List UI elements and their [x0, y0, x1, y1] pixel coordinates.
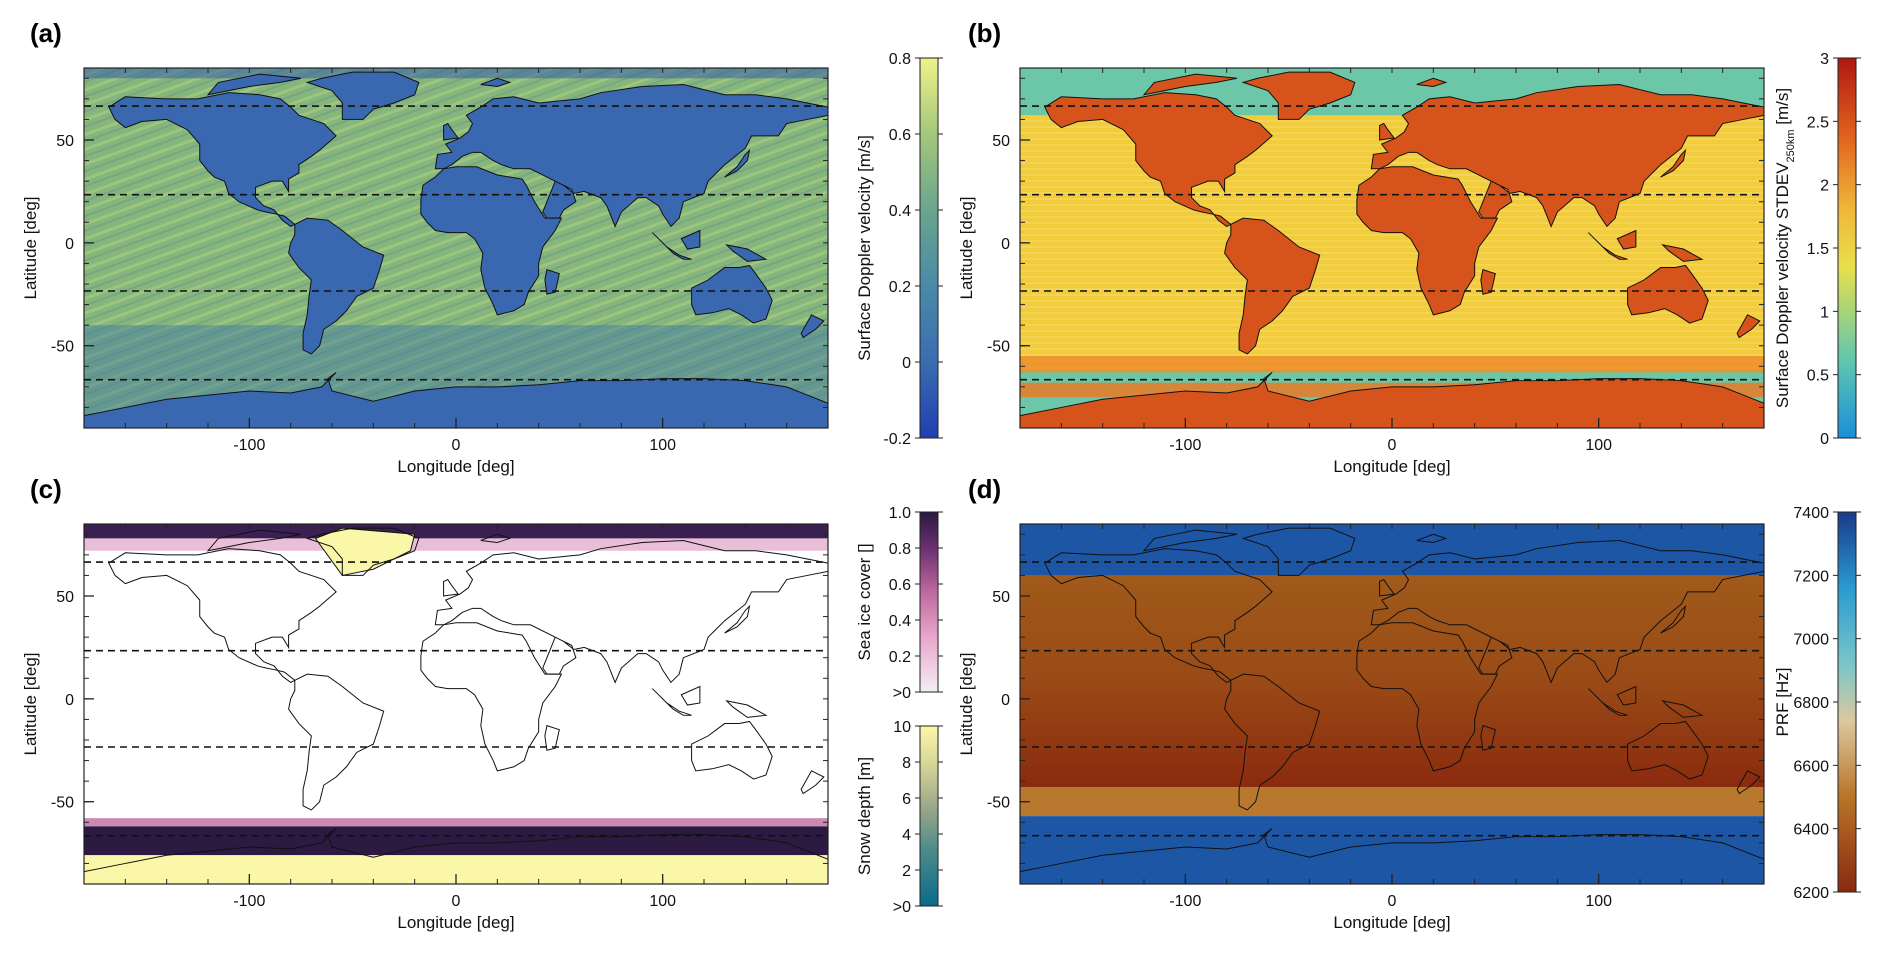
- colorbar-label-b: Surface Doppler velocity STDEV250km [m/s…: [1773, 88, 1797, 408]
- colorbar-label-snow-depth: Snow depth [m]: [855, 757, 874, 875]
- y-tick-label-a: 0: [65, 236, 74, 253]
- colorbar-tick-label-c-ice: 0.6: [889, 577, 911, 594]
- panel-label-c: (c): [30, 474, 62, 504]
- prf-band-3: [1020, 816, 1764, 884]
- colorbar-tick-label-d: 7000: [1793, 632, 1829, 649]
- x-tick-label-a: 0: [452, 437, 461, 454]
- x-tick-label-c: 0: [452, 893, 461, 910]
- y-tick-label-b: -50: [987, 339, 1010, 356]
- y-tick-label-d: -50: [987, 795, 1010, 812]
- colorbar-b: [1837, 57, 1857, 439]
- colorbar-tick-label-c-snow: >0: [893, 899, 911, 916]
- y-tick-label-c: 50: [56, 589, 74, 606]
- colorbar-tick-label-c-snow: 6: [902, 791, 911, 808]
- colorbar-tick-label-c-ice: 0.8: [889, 541, 911, 558]
- y-axis-label-b: Latitude [deg]: [957, 196, 976, 299]
- x-tick-label-d: -100: [1169, 893, 1201, 910]
- y-tick-label-a: -50: [51, 339, 74, 356]
- panel-d: -100 0 100 50 0 -50 Longitude [deg] Latitude [d…: [957, 474, 1861, 932]
- colorbar-c-ice: [919, 511, 939, 693]
- colorbar-tick-label-b: 0.5: [1807, 368, 1829, 385]
- x-tick-label-a: 100: [649, 437, 676, 454]
- map-a: [84, 68, 828, 428]
- colorbar-tick-label-a: 0.6: [889, 127, 911, 144]
- y-tick-label-d: 0: [1001, 692, 1010, 709]
- colorbar-tick-label-a: 0: [902, 355, 911, 372]
- panel-b: -100 0 100 50 0 -50 Longitude [deg] Latitude [d…: [957, 18, 1861, 476]
- colorbar-a: [919, 57, 939, 439]
- greenland-snow-c: [314, 527, 416, 576]
- colorbar-tick-label-c-snow: 8: [902, 755, 911, 772]
- colorbar-tick-label-d: 7200: [1793, 568, 1829, 585]
- x-tick-label-b: -100: [1169, 437, 1201, 454]
- colorbar-tick-label-a: 0.4: [889, 203, 911, 220]
- arctic-sea-ice-c: [84, 524, 828, 539]
- x-tick-label-c: 100: [649, 893, 676, 910]
- southern-orange-band-b: [1020, 356, 1764, 373]
- panel-a: -100 0 100 50 0 -50 Longitude [deg] Latitude [d…: [21, 18, 943, 476]
- map-d: [1020, 524, 1764, 884]
- prf-band-1: [1020, 575, 1764, 788]
- southern-sea-ice-c: [84, 826, 828, 856]
- y-tick-label-b: 50: [992, 133, 1010, 150]
- colorbar-label-sea-ice: Sea ice cover []: [855, 543, 874, 660]
- southern-ice-edge-c: [84, 818, 828, 827]
- y-tick-label-c: -50: [51, 795, 74, 812]
- x-tick-label-b: 0: [1388, 437, 1397, 454]
- panel-label-a: (a): [30, 18, 62, 48]
- x-tick-label-b: 100: [1585, 437, 1612, 454]
- y-axis-label-c: Latitude [deg]: [21, 652, 40, 755]
- colorbar-tick-label-d: 7400: [1793, 505, 1829, 522]
- prf-band-2: [1020, 787, 1764, 817]
- colorbar-tick-label-c-ice: 1.0: [889, 505, 911, 522]
- colorbar-c-snow: [919, 725, 939, 907]
- colorbar-tick-label-b: 1.5: [1807, 241, 1829, 258]
- colorbar-tick-label-b: 3: [1820, 51, 1829, 68]
- map-c: [84, 524, 828, 884]
- y-axis-label-a: Latitude [deg]: [21, 196, 40, 299]
- colorbar-tick-label-b: 0: [1820, 431, 1829, 448]
- x-axis-label-b: Longitude [deg]: [1333, 457, 1450, 476]
- colorbar-label-a: Surface Doppler velocity [m/s]: [855, 135, 874, 361]
- northern-band-a: [84, 68, 828, 79]
- prf-band-0: [1020, 524, 1764, 576]
- y-tick-label-c: 0: [65, 692, 74, 709]
- y-tick-label-d: 50: [992, 589, 1010, 606]
- y-tick-label-a: 50: [56, 133, 74, 150]
- colorbar-tick-label-b: 1: [1820, 304, 1829, 321]
- y-axis-label-d: Latitude [deg]: [957, 652, 976, 755]
- colorbar-tick-label-b: 2.5: [1807, 114, 1829, 131]
- colorbar-tick-label-d: 6400: [1793, 822, 1829, 839]
- colorbar-tick-label-a: 0.8: [889, 51, 911, 68]
- x-axis-label-a: Longitude [deg]: [397, 457, 514, 476]
- colorbar-tick-label-a: 0.2: [889, 279, 911, 296]
- panel-label-d: (d): [968, 474, 1001, 504]
- map-b: [1020, 68, 1764, 428]
- colorbar-tick-label-d: 6200: [1793, 885, 1829, 902]
- colorbar-tick-label-d: 6600: [1793, 758, 1829, 775]
- x-axis-label-d: Longitude [deg]: [1333, 913, 1450, 932]
- colorbar-tick-label-c-snow: 4: [902, 827, 911, 844]
- panel-label-b: (b): [968, 18, 1001, 48]
- colorbar-tick-label-b: 2: [1820, 178, 1829, 195]
- x-tick-label-a: -100: [233, 437, 265, 454]
- x-axis-label-c: Longitude [deg]: [397, 913, 514, 932]
- panel-c: -100 0 100 50 0 -50 Longitude [deg] Latitude [d…: [21, 474, 943, 932]
- colorbar-d: [1837, 511, 1857, 893]
- colorbar-tick-label-c-ice: 0.2: [889, 649, 911, 666]
- y-tick-label-b: 0: [1001, 236, 1010, 253]
- colorbar-tick-label-c-ice: 0.4: [889, 613, 911, 630]
- arctic-ice-edge-c: [84, 538, 828, 551]
- x-tick-label-d: 0: [1388, 893, 1397, 910]
- x-tick-label-c: -100: [233, 893, 265, 910]
- colorbar-label-d: PRF [Hz]: [1773, 668, 1792, 737]
- colorbar-tick-label-c-snow: 10: [893, 719, 911, 736]
- colorbar-tick-label-a: -0.2: [883, 431, 911, 448]
- x-tick-label-d: 100: [1585, 893, 1612, 910]
- colorbar-tick-label-c-snow: 2: [902, 863, 911, 880]
- colorbar-tick-label-d: 6800: [1793, 695, 1829, 712]
- colorbar-tick-label-c-ice: >0: [893, 685, 911, 702]
